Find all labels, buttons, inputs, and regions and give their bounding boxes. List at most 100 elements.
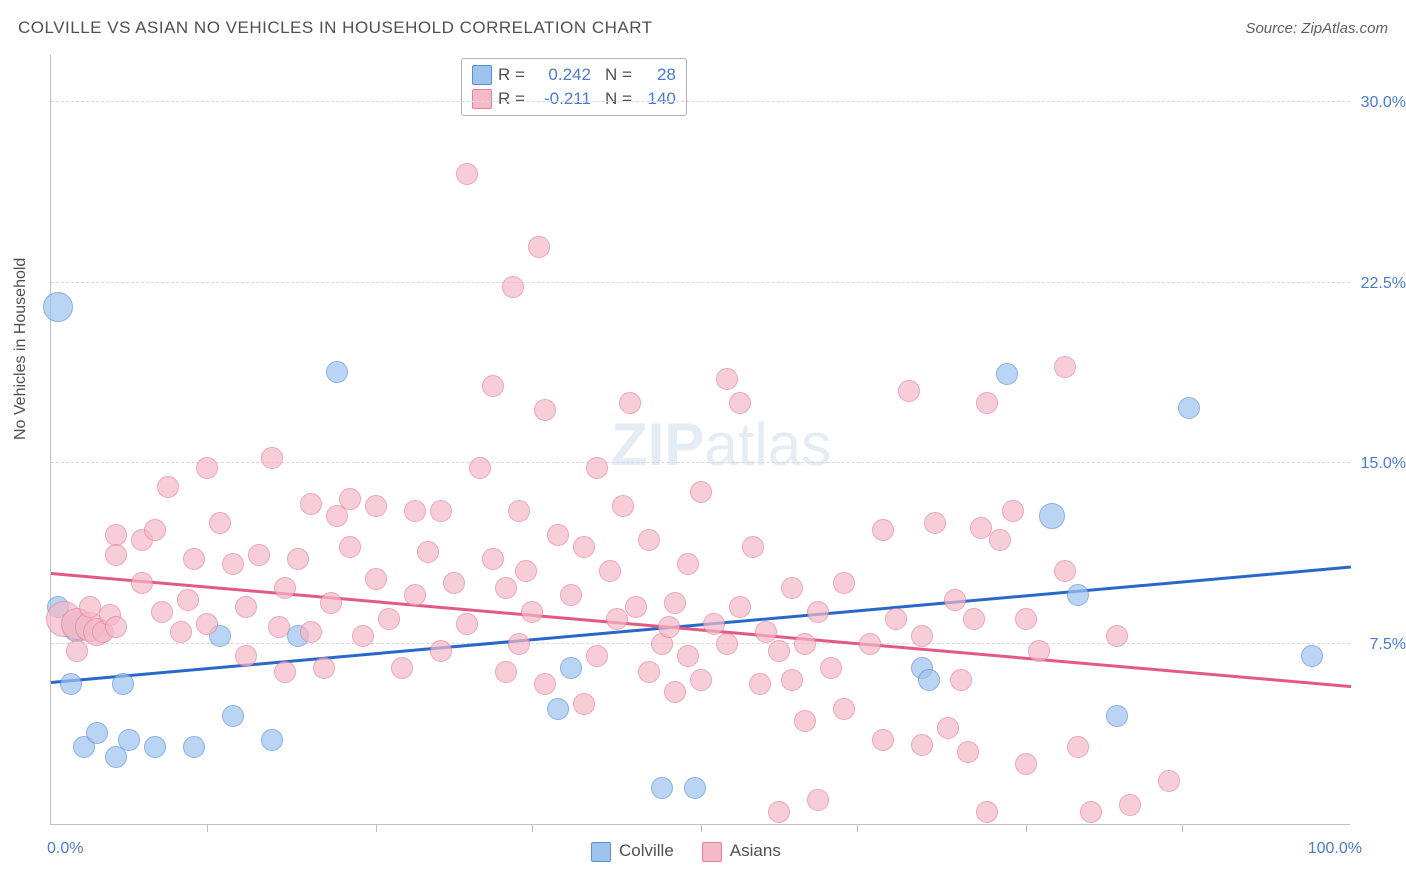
scatter-point bbox=[1015, 608, 1037, 630]
scatter-point bbox=[430, 500, 452, 522]
scatter-point bbox=[716, 368, 738, 390]
scatter-point bbox=[749, 673, 771, 695]
scatter-point bbox=[404, 584, 426, 606]
scatter-point bbox=[456, 613, 478, 635]
scatter-point bbox=[918, 669, 940, 691]
scatter-point bbox=[684, 777, 706, 799]
scatter-point bbox=[430, 640, 452, 662]
scatter-point bbox=[898, 380, 920, 402]
scatter-point bbox=[378, 608, 400, 630]
legend-r-key: R = bbox=[498, 63, 525, 87]
scatter-point bbox=[1158, 770, 1180, 792]
legend-r-val: 0.242 bbox=[531, 63, 591, 87]
scatter-point bbox=[339, 488, 361, 510]
scatter-point bbox=[859, 633, 881, 655]
scatter-point bbox=[586, 457, 608, 479]
scatter-point bbox=[970, 517, 992, 539]
legend-n-key: N = bbox=[605, 87, 632, 111]
x-tick bbox=[207, 824, 208, 832]
scatter-point bbox=[1106, 625, 1128, 647]
scatter-point bbox=[528, 236, 550, 258]
scatter-point bbox=[60, 673, 82, 695]
scatter-point bbox=[183, 548, 205, 570]
watermark-bold: ZIP bbox=[611, 411, 704, 478]
scatter-point bbox=[560, 657, 582, 679]
scatter-point bbox=[820, 657, 842, 679]
scatter-point bbox=[1301, 645, 1323, 667]
correlation-legend: R =0.242N =28R =-0.211N =140 bbox=[461, 58, 687, 116]
legend-item: Colville bbox=[591, 841, 674, 862]
scatter-point bbox=[872, 519, 894, 541]
scatter-point bbox=[521, 601, 543, 623]
scatter-point bbox=[300, 621, 322, 643]
scatter-point bbox=[157, 476, 179, 498]
chart-title: COLVILLE VS ASIAN NO VEHICLES IN HOUSEHO… bbox=[18, 18, 653, 38]
scatter-point bbox=[183, 736, 205, 758]
scatter-point bbox=[690, 481, 712, 503]
scatter-point bbox=[502, 276, 524, 298]
scatter-point bbox=[963, 608, 985, 630]
legend-swatch bbox=[472, 65, 492, 85]
scatter-point bbox=[573, 536, 595, 558]
scatter-point bbox=[469, 457, 491, 479]
gridline bbox=[51, 282, 1350, 283]
scatter-point bbox=[911, 625, 933, 647]
scatter-point bbox=[794, 710, 816, 732]
legend-swatch bbox=[591, 842, 611, 862]
scatter-point bbox=[320, 592, 342, 614]
scatter-point bbox=[268, 616, 290, 638]
x-tick bbox=[532, 824, 533, 832]
scatter-point bbox=[86, 722, 108, 744]
y-tick-label: 30.0% bbox=[1361, 94, 1406, 112]
scatter-point bbox=[976, 392, 998, 414]
scatter-point bbox=[118, 729, 140, 751]
scatter-point bbox=[1054, 356, 1076, 378]
scatter-point bbox=[443, 572, 465, 594]
scatter-point bbox=[170, 621, 192, 643]
scatter-point bbox=[534, 673, 556, 695]
x-tick bbox=[857, 824, 858, 832]
scatter-point bbox=[105, 544, 127, 566]
scatter-point bbox=[209, 512, 231, 534]
gridline bbox=[51, 462, 1350, 463]
scatter-point bbox=[924, 512, 946, 534]
scatter-point bbox=[235, 596, 257, 618]
scatter-point bbox=[957, 741, 979, 763]
scatter-point bbox=[651, 777, 673, 799]
scatter-point bbox=[1054, 560, 1076, 582]
scatter-point bbox=[222, 553, 244, 575]
scatter-point bbox=[1067, 736, 1089, 758]
scatter-point bbox=[872, 729, 894, 751]
scatter-point bbox=[586, 645, 608, 667]
scatter-point bbox=[768, 640, 790, 662]
scatter-point bbox=[177, 589, 199, 611]
scatter-point bbox=[515, 560, 537, 582]
y-tick-label: 22.5% bbox=[1361, 275, 1406, 293]
scatter-point bbox=[911, 734, 933, 756]
x-tick bbox=[376, 824, 377, 832]
scatter-point bbox=[1067, 584, 1089, 606]
scatter-point bbox=[703, 613, 725, 635]
scatter-point bbox=[547, 524, 569, 546]
watermark-rest: atlas bbox=[704, 411, 831, 478]
x-min-label: 0.0% bbox=[47, 840, 83, 858]
scatter-point bbox=[66, 640, 88, 662]
watermark: ZIPatlas bbox=[611, 410, 831, 479]
series-legend: ColvilleAsians bbox=[591, 841, 781, 862]
scatter-point bbox=[833, 698, 855, 720]
scatter-point bbox=[105, 616, 127, 638]
scatter-point bbox=[404, 500, 426, 522]
chart-header: COLVILLE VS ASIAN NO VEHICLES IN HOUSEHO… bbox=[18, 18, 1388, 38]
scatter-point bbox=[729, 596, 751, 618]
scatter-point bbox=[996, 363, 1018, 385]
scatter-point bbox=[261, 447, 283, 469]
scatter-point bbox=[287, 548, 309, 570]
scatter-point bbox=[482, 548, 504, 570]
scatter-point bbox=[658, 616, 680, 638]
scatter-point bbox=[729, 392, 751, 414]
x-max-label: 100.0% bbox=[1308, 840, 1362, 858]
scatter-point bbox=[547, 698, 569, 720]
legend-n-key: N = bbox=[605, 63, 632, 87]
legend-swatch bbox=[472, 89, 492, 109]
scatter-point bbox=[131, 572, 153, 594]
